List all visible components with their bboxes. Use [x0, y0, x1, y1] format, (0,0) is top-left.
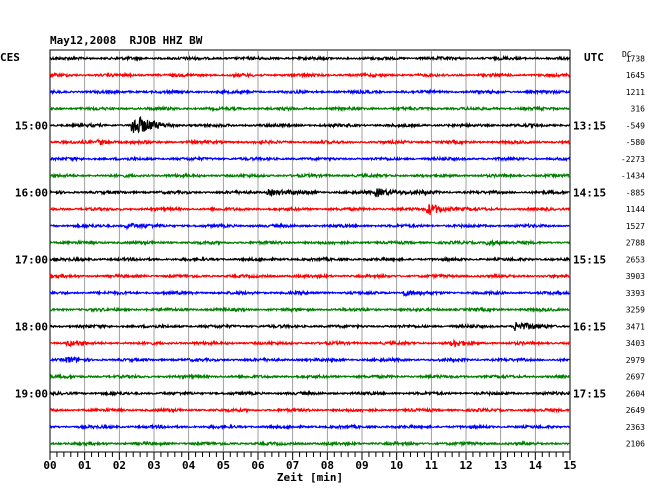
trace-line-14: [49, 289, 571, 297]
dc-offset-label: 316: [631, 105, 646, 114]
x-tick-label: 06: [251, 459, 265, 472]
chart-title: May12,2008 RJOB HHZ BW: [50, 34, 203, 47]
right-time-label: 17:15: [573, 387, 606, 400]
x-tick-label: 13: [494, 459, 507, 472]
trace-line-4: [49, 116, 571, 134]
x-tick-label: 02: [113, 459, 126, 472]
x-axis-label: Zeit [min]: [277, 471, 343, 484]
x-tick-label: 14: [529, 459, 543, 472]
dc-offset-label: 1211: [626, 88, 645, 97]
dc-offset-label: 2788: [626, 239, 645, 248]
trace-line-5: [49, 137, 571, 146]
dc-offset-label: 3403: [626, 339, 645, 348]
right-time-label: 13:15: [573, 119, 606, 132]
left-time-label: 19:00: [15, 387, 48, 400]
right-zone-label: UTC: [584, 51, 604, 64]
dc-offset-label: -549: [626, 121, 645, 130]
x-tick-label: 15: [563, 459, 576, 472]
x-tick-label: 08: [321, 459, 334, 472]
left-time-label: 16:00: [15, 186, 48, 199]
dc-offset-label: 2979: [626, 356, 645, 365]
trace-line-13: [49, 272, 571, 280]
left-time-label: 15:00: [15, 119, 48, 132]
trace-line-6: [49, 155, 571, 163]
dc-offset-label: -1434: [621, 172, 645, 181]
trace-line-18: [49, 356, 571, 364]
trace-line-12: [49, 255, 571, 263]
trace-line-15: [49, 305, 571, 314]
dc-offset-label: 1144: [626, 205, 645, 214]
dc-offset-label: -2273: [621, 155, 645, 164]
x-tick-label: 04: [182, 459, 196, 472]
trace-line-21: [49, 406, 571, 414]
x-tick-label: 10: [390, 459, 403, 472]
dc-offset-label: 2653: [626, 255, 645, 264]
left-time-label: 18:00: [15, 320, 48, 333]
dc-offset-label: -885: [626, 188, 645, 197]
dc-offset-label: 2649: [626, 406, 645, 415]
trace-line-17: [49, 338, 571, 348]
dc-offset-label: 2363: [626, 423, 645, 432]
trace-line-23: [49, 440, 571, 448]
x-tick-label: 00: [43, 459, 56, 472]
x-tick-label: 12: [459, 459, 472, 472]
dc-offset-label: 1738: [626, 54, 645, 63]
x-tick-label: 07: [286, 459, 299, 472]
trace-line-16: [49, 321, 571, 332]
x-tick-label: 11: [425, 459, 439, 472]
x-tick-label: 09: [355, 459, 368, 472]
right-time-label: 15:15: [573, 253, 606, 266]
dc-offset-label: 3903: [626, 272, 645, 281]
dc-offset-label: 2604: [626, 389, 645, 398]
trace-line-20: [49, 389, 571, 397]
dc-offset-label: 2697: [626, 373, 645, 382]
x-tick-label: 01: [78, 459, 92, 472]
left-time-label: 17:00: [15, 253, 48, 266]
dc-label: DC: [622, 50, 632, 59]
dc-offset-label: 3259: [626, 306, 645, 315]
trace-line-1: [49, 71, 571, 79]
trace-line-22: [49, 423, 571, 431]
dc-offset-label: 3393: [626, 289, 645, 298]
trace-line-2: [49, 88, 571, 96]
trace-line-8: [49, 187, 571, 198]
left-zone-label: CES: [0, 51, 20, 64]
x-tick-label: 03: [147, 459, 160, 472]
dc-offset-label: 1527: [626, 222, 645, 231]
trace-line-9: [49, 204, 571, 216]
dc-offset-label: 3471: [626, 322, 645, 331]
trace-line-3: [49, 104, 571, 113]
trace-line-11: [49, 238, 571, 248]
trace-line-0: [49, 54, 571, 63]
plot-frame: [49, 49, 571, 453]
x-tick-label: 05: [217, 459, 230, 472]
trace-line-10: [49, 222, 571, 231]
right-time-label: 16:15: [573, 320, 606, 333]
right-time-label: 14:15: [573, 186, 606, 199]
trace-line-19: [49, 373, 571, 381]
dc-offset-label: -580: [626, 138, 645, 147]
dc-offset-label: 2106: [626, 440, 645, 449]
dc-offset-label: 1645: [626, 71, 645, 80]
trace-line-7: [49, 171, 571, 180]
